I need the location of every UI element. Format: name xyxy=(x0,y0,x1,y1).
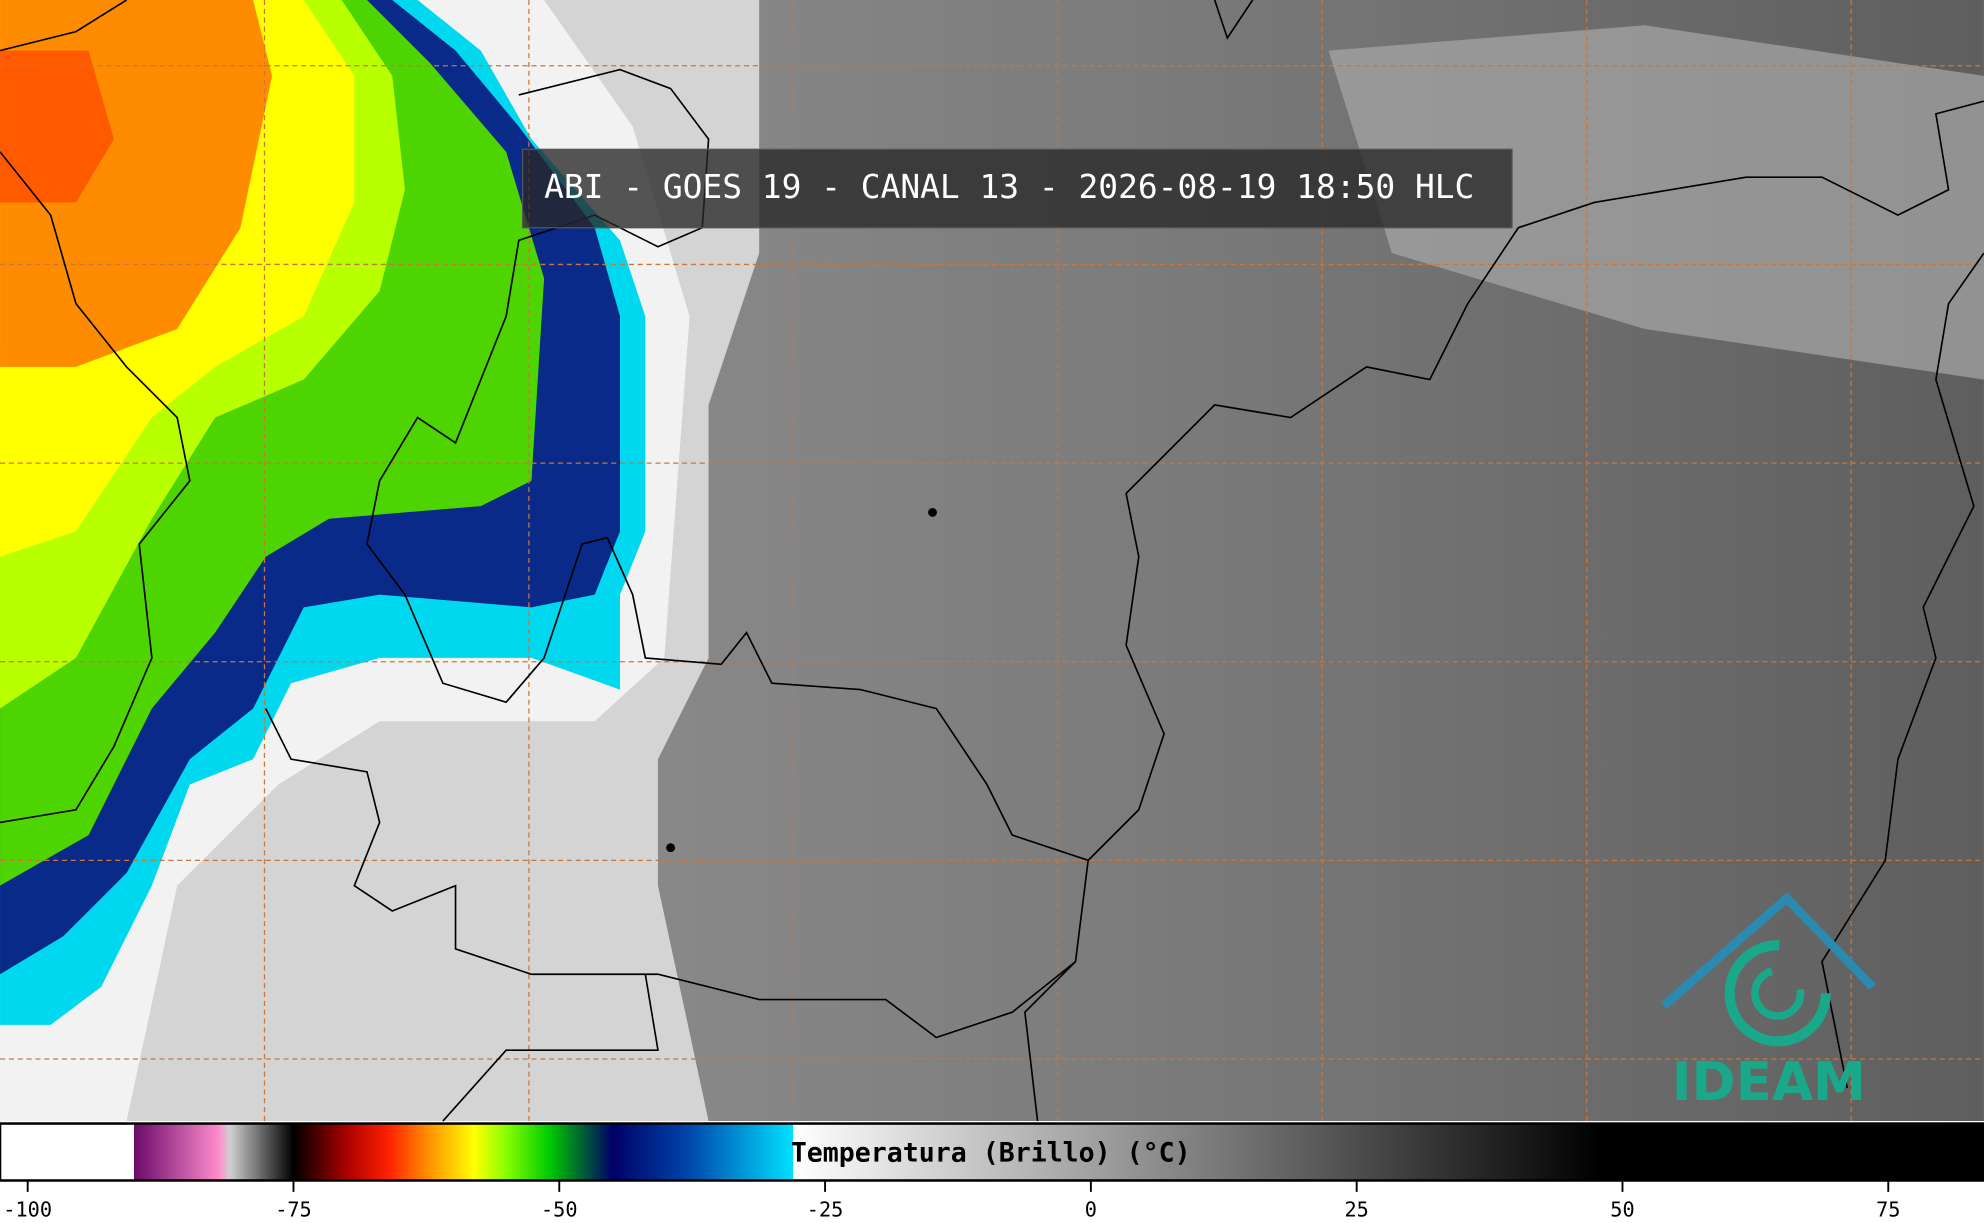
tick-label: 0 xyxy=(1085,1197,1097,1221)
grid xyxy=(0,0,1984,1122)
border xyxy=(366,68,1090,1122)
logo: IDEAM xyxy=(1660,892,1876,1113)
cloud xyxy=(0,50,114,203)
tick-label: -75 xyxy=(275,1197,312,1221)
grid-lines xyxy=(0,0,1984,1122)
colorbar-ramp xyxy=(0,1122,1984,1182)
colorbar-label: Temperatura (Brillo) (°C) xyxy=(791,1137,1191,1168)
border xyxy=(0,0,191,824)
tick-label: 50 xyxy=(1610,1197,1634,1221)
logo-roof xyxy=(1660,892,1876,1010)
title: ABI - GOES 19 - CANAL 13 - 2026-08-19 18… xyxy=(544,167,1474,206)
cloud xyxy=(1328,25,1984,380)
tick-label: -25 xyxy=(807,1197,844,1221)
logo-swirl xyxy=(1751,966,1805,1020)
border xyxy=(1087,100,1984,1089)
tick-label: -100 xyxy=(3,1197,52,1221)
logo-text: IDEAM xyxy=(1672,1051,1866,1113)
tick-label: 25 xyxy=(1344,1197,1368,1221)
border xyxy=(265,0,1254,1122)
logo-swirl xyxy=(1724,940,1831,1047)
title-box xyxy=(521,148,1513,229)
map: IDEAM ABI - GOES 19 - CANAL 13 - 2026-08… xyxy=(0,0,1984,1122)
colorbar: Temperatura (Brillo) (°C) -100 -75 -50 -25 0… xyxy=(0,1122,1984,1221)
tick-label: 75 xyxy=(1876,1197,1900,1221)
city-dot xyxy=(666,843,676,853)
city-dot xyxy=(928,508,937,517)
tick-label: -50 xyxy=(541,1197,578,1221)
borders xyxy=(0,0,1984,1122)
